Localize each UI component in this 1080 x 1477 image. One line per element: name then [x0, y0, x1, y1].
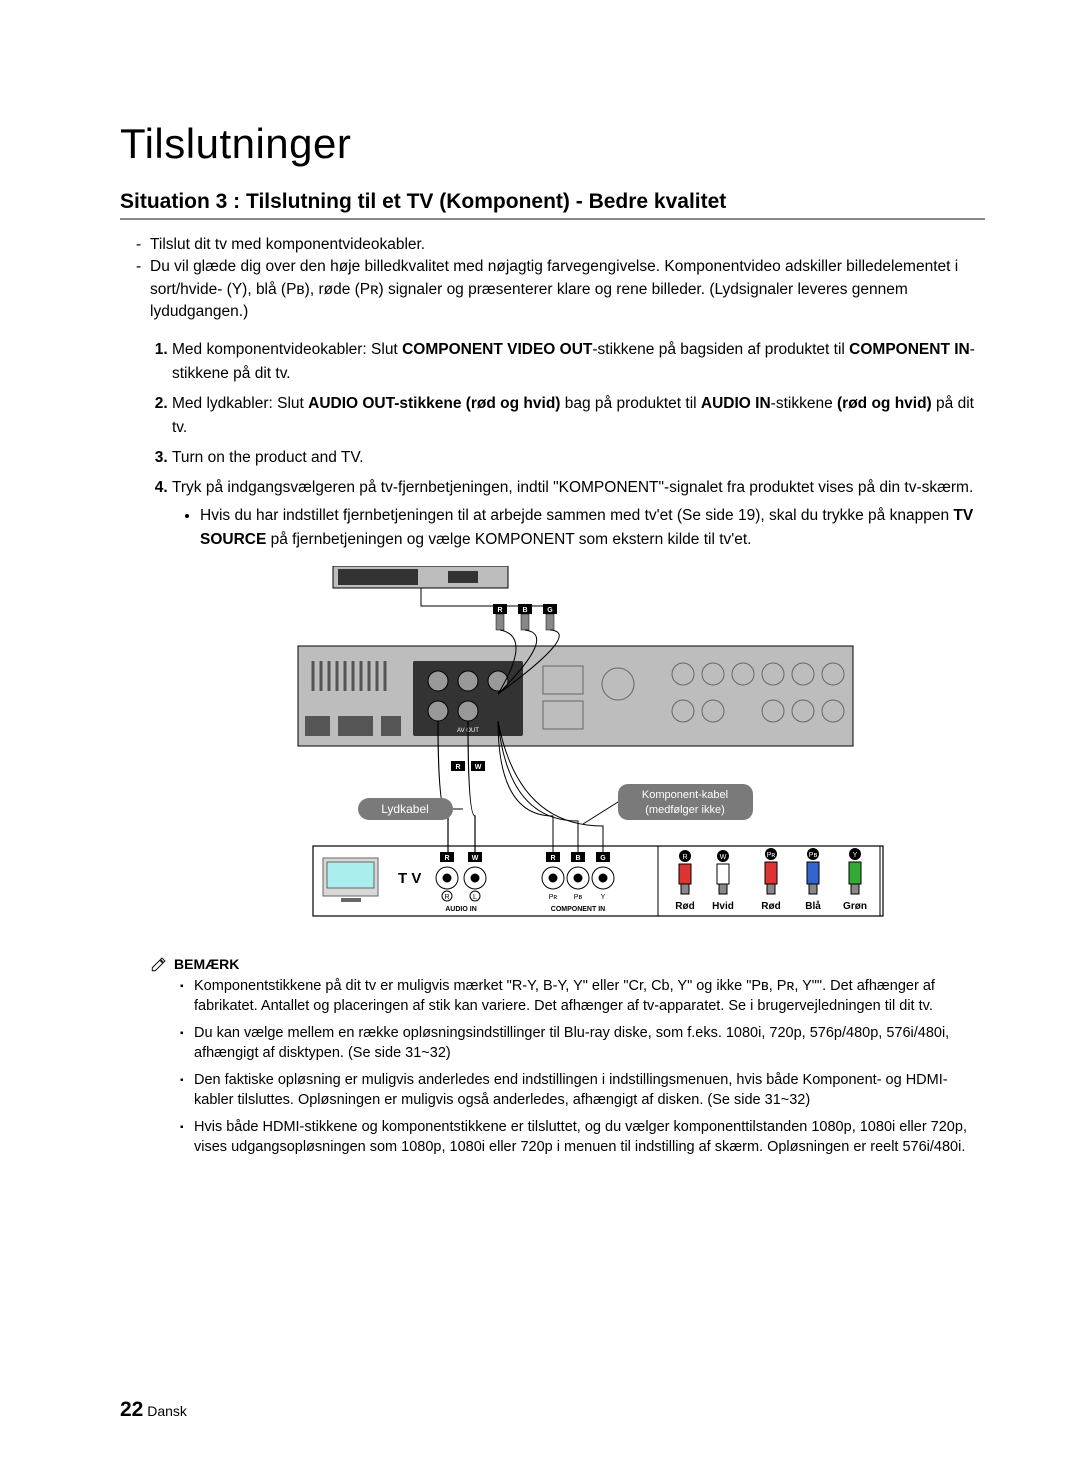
svg-text:Y: Y	[852, 852, 857, 859]
svg-text:COMPONENT IN: COMPONENT IN	[550, 906, 604, 913]
svg-text:Hvid: Hvid	[712, 901, 734, 912]
svg-text:Pʀ: Pʀ	[548, 894, 557, 901]
svg-text:B: B	[522, 607, 527, 614]
note-item: Den faktiske opløsning er muligvis ander…	[180, 1071, 985, 1110]
step-4-bullet: Hvis du har indstillet fjernbetjeningen …	[200, 504, 985, 552]
svg-text:W: W	[719, 854, 726, 861]
svg-text:T V: T V	[398, 870, 421, 887]
page-footer: 22 Dansk	[120, 1398, 187, 1422]
svg-text:R: R	[682, 854, 687, 861]
step-1: Med komponentvideokabler: Slut COMPONENT…	[172, 338, 985, 386]
svg-text:Rød: Rød	[675, 901, 694, 912]
svg-text:G: G	[600, 855, 606, 862]
connection-diagram: R B G	[213, 566, 893, 931]
page-language: Dansk	[147, 1403, 187, 1419]
page-number: 22	[120, 1398, 143, 1421]
svg-text:L: L	[473, 894, 477, 901]
intro-list: Tilslut dit tv med komponentvideokabler.…	[150, 234, 985, 324]
manual-page: Tilslutninger Situation 3 : Tilslutning …	[0, 0, 1080, 1477]
subsection-title: Situation 3 : Tilslutning til et TV (Kom…	[120, 190, 985, 220]
svg-text:R: R	[455, 764, 460, 771]
svg-text:Y: Y	[600, 894, 605, 901]
step-2: Med lydkabler: Slut AUDIO OUT-stikkene (…	[172, 392, 985, 440]
note-title: BEMÆRK	[174, 956, 239, 972]
svg-text:Lydkabel: Lydkabel	[381, 802, 429, 816]
svg-text:R: R	[550, 855, 555, 862]
svg-text:R: R	[497, 607, 502, 614]
step-4-sublist: Hvis du har indstillet fjernbetjeningen …	[200, 504, 985, 552]
note-item: Hvis både HDMI-stikkene og komponentstik…	[180, 1118, 985, 1157]
step-list: Med komponentvideokabler: Slut COMPONENT…	[150, 338, 985, 552]
svg-text:(medfølger ikke): (medfølger ikke)	[645, 804, 724, 816]
note-item: Komponentstikkene på dit tv er muligvis …	[180, 977, 985, 1016]
svg-text:R: R	[444, 894, 449, 901]
intro-item: Tilslut dit tv med komponentvideokabler.	[150, 234, 985, 256]
svg-text:Pʀ: Pʀ	[766, 852, 775, 859]
step-4: Tryk på indgangsvælgeren på tv-fjernbetj…	[172, 476, 985, 552]
section-title: Tilslutninger	[120, 120, 985, 168]
note-item: Du kan vælge mellem en række opløsningsi…	[180, 1024, 985, 1063]
pencil-icon	[150, 955, 168, 973]
svg-text:Blå: Blå	[805, 900, 821, 912]
diagram-svg: R B G	[213, 566, 893, 926]
svg-text:Pʙ: Pʙ	[573, 894, 582, 901]
svg-text:AUDIO IN: AUDIO IN	[445, 906, 477, 913]
svg-text:Grøn: Grøn	[843, 901, 867, 912]
svg-text:G: G	[547, 607, 553, 614]
note-list: Komponentstikkene på dit tv er muligvis …	[180, 977, 985, 1158]
svg-text:R: R	[444, 855, 449, 862]
svg-text:Pʙ: Pʙ	[808, 852, 817, 859]
step-3: Turn on the product and TV.	[172, 446, 985, 470]
svg-text:Komponent-kabel: Komponent-kabel	[641, 789, 727, 801]
svg-text:Rød: Rød	[761, 901, 780, 912]
svg-text:W: W	[471, 855, 478, 862]
note-heading: BEMÆRK	[150, 955, 985, 973]
svg-text:B: B	[575, 855, 580, 862]
svg-text:W: W	[474, 764, 481, 771]
intro-item: Du vil glæde dig over den høje billedkva…	[150, 256, 985, 323]
